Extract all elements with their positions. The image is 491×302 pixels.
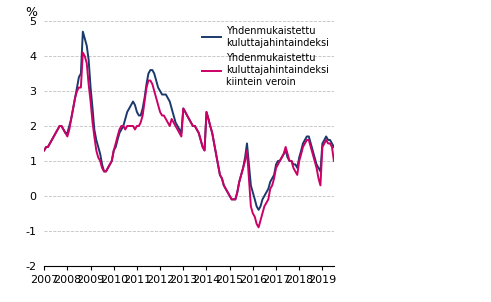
Text: %: % — [26, 6, 37, 19]
Line: Yhdenmukaistettu
kuluttajahintaindeksi
kiintein veroin: Yhdenmukaistettu kuluttajahintaindeksi k… — [44, 53, 334, 227]
Line: Yhdenmukaistettu
kuluttajahintaindeksi: Yhdenmukaistettu kuluttajahintaindeksi — [44, 32, 334, 210]
Legend: Yhdenmukaistettu
kuluttajahintaindeksi, Yhdenmukaistettu
kuluttajahintaindeksi
k: Yhdenmukaistettu kuluttajahintaindeksi, … — [202, 26, 329, 87]
